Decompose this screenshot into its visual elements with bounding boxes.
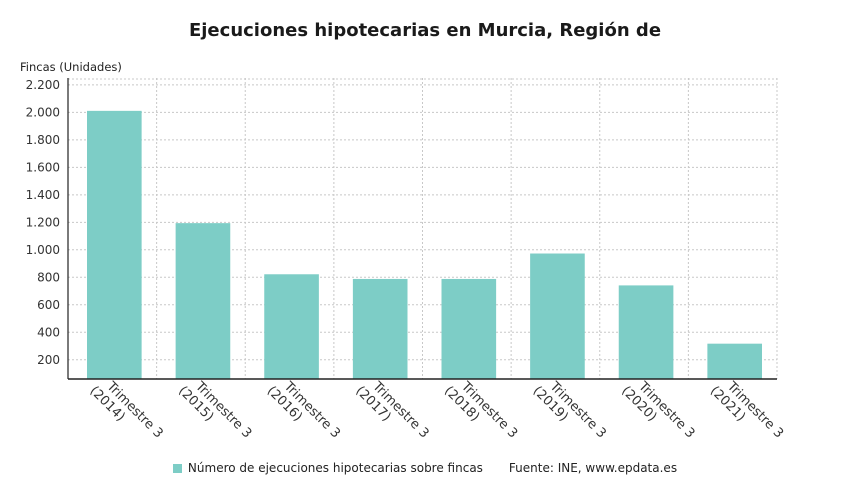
y-tick-label: 200: [37, 353, 60, 367]
bar: [530, 253, 585, 379]
x-tick-label: Trimestre 3(2015): [175, 373, 254, 452]
bar: [441, 278, 497, 379]
x-tick-label: Trimestre 3(2017): [352, 373, 431, 452]
y-tick-label: 800: [37, 270, 60, 284]
source-text: Fuente: INE, www.epdata.es: [508, 461, 678, 475]
bar: [352, 278, 408, 379]
y-axis-label: Fincas (Unidades): [20, 60, 122, 74]
y-tick-label: 1.800: [26, 133, 60, 147]
y-tick-label: 600: [37, 298, 60, 312]
chart-title: Ejecuciones hipotecarias en Murcia, Regi…: [188, 20, 662, 41]
x-tick-label: Trimestre 3(2021): [707, 373, 786, 452]
legend-label: Número de ejecuciones hipotecarias sobre…: [187, 461, 483, 475]
bar: [175, 223, 231, 379]
x-tick-label: Trimestre 3(2014): [87, 373, 166, 452]
y-tick-label: 1.200: [26, 215, 60, 229]
bar: [87, 110, 142, 379]
y-tick-label: 2.200: [26, 78, 60, 92]
y-tick-label: 1.400: [26, 188, 60, 202]
y-tick-label: 400: [37, 325, 60, 339]
bar: [264, 274, 319, 379]
y-tick-label: 1.000: [26, 243, 60, 257]
legend-swatch: [172, 464, 182, 473]
bar: [707, 343, 762, 379]
x-tick-label: Trimestre 3(2018): [441, 373, 520, 452]
x-tick-label: Trimestre 3(2020): [618, 373, 697, 452]
x-tick-label: Trimestre 3(2016): [264, 373, 343, 452]
y-tick-label: 1.600: [26, 160, 60, 174]
bar: [618, 285, 674, 379]
legend: Número de ejecuciones hipotecarias sobre…: [0, 461, 850, 475]
x-tick-label: Trimestre 3(2019): [530, 373, 609, 452]
y-tick-label: 2.000: [26, 105, 60, 119]
